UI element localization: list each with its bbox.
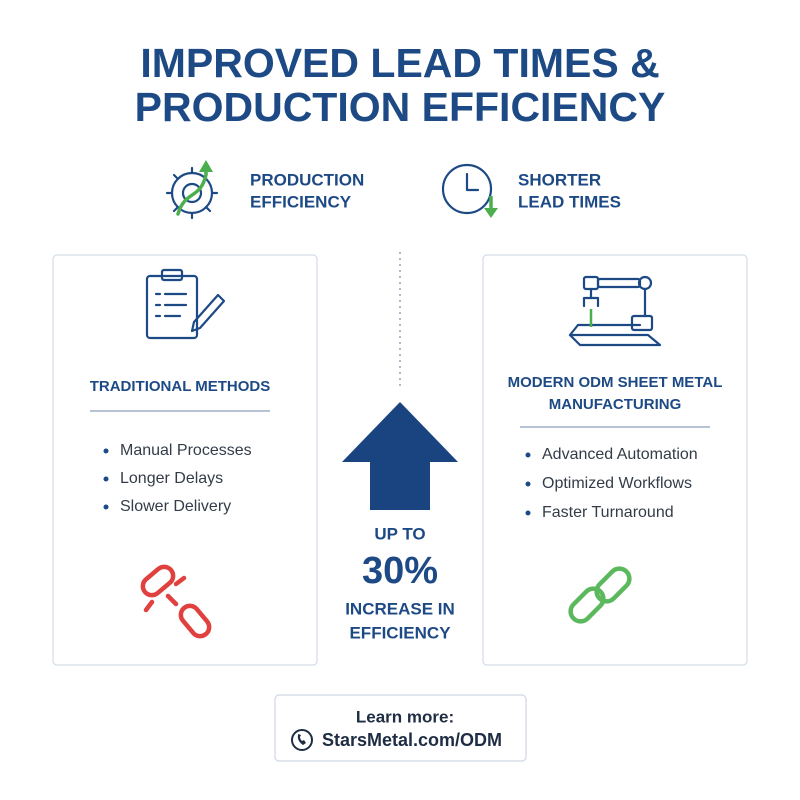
broken-chain-icon [140, 564, 212, 639]
list-item: Manual Processes [120, 442, 252, 459]
highlight-text: INCREASE IN [345, 599, 455, 618]
chain-icon [568, 566, 632, 624]
card [482, 254, 748, 666]
bullet [525, 481, 531, 487]
badge-text: PRODUCTION [250, 170, 364, 189]
clipboard-icon [145, 268, 226, 340]
up-arrow [342, 402, 458, 510]
card-title: MANUFACTURING [549, 396, 682, 413]
badge-text: SHORTER [518, 170, 601, 189]
highlight-figure: 30% [362, 550, 438, 592]
list-item: Advanced Automation [542, 446, 698, 463]
title-line: IMPROVED LEAD TIMES & [140, 40, 659, 86]
list-item: Optimized Workflows [542, 475, 692, 492]
bullet [103, 448, 109, 454]
list-item: Faster Turnaround [542, 504, 674, 521]
footer-link[interactable]: StarsMetal.com/ODM [322, 730, 502, 750]
badge-text: LEAD TIMES [518, 192, 621, 211]
bullet [525, 510, 531, 516]
list-item: Longer Delays [120, 470, 223, 487]
card-title: MODERN ODM SHEET METAL [508, 374, 723, 391]
card [52, 254, 318, 666]
phone-icon [291, 729, 313, 751]
list-item: Slower Delivery [120, 498, 231, 515]
bullet [103, 504, 109, 510]
card-title: TRADITIONAL METHODS [90, 378, 271, 395]
highlight-text: EFFICIENCY [349, 623, 451, 642]
bullet [525, 452, 531, 458]
bullet [103, 476, 109, 482]
footer-box [274, 694, 527, 762]
title-line: PRODUCTION EFFICIENCY [135, 84, 666, 130]
badge-text: EFFICIENCY [250, 192, 352, 211]
highlight-text: UP TO [374, 524, 425, 543]
gear-icon [165, 160, 219, 220]
clock-icon [441, 163, 498, 218]
robot-icon [568, 275, 662, 347]
footer-label: Learn more: [356, 707, 454, 726]
